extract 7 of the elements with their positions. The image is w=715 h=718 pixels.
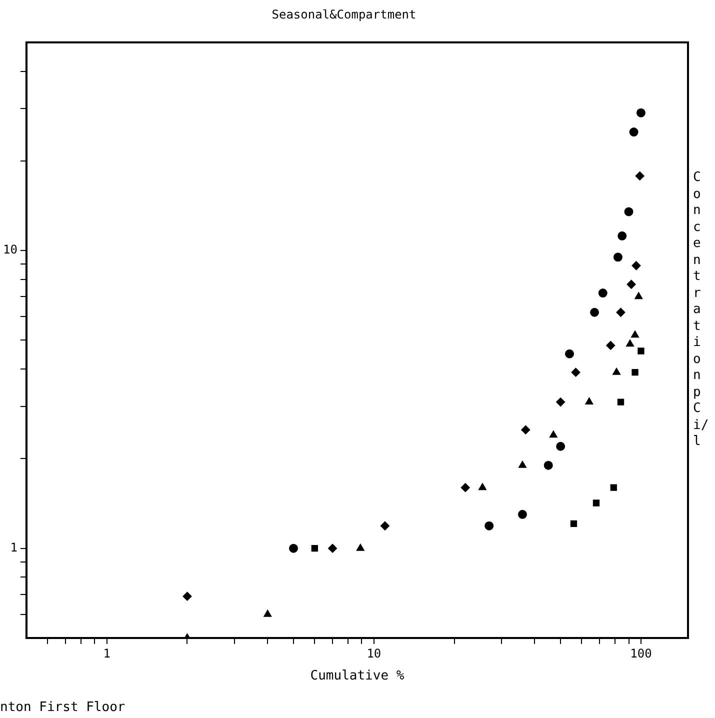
x-axis-title: Cumulative %: [310, 668, 404, 684]
text: Concentration pCi/l: [693, 170, 709, 449]
chart-title: Seasonal&Compartment: [272, 7, 416, 22]
x-tick-label: 1: [103, 646, 110, 660]
text: nton First Floor: [0, 700, 126, 715]
x-tick-label: 100: [630, 646, 652, 660]
x-tick-label: 10: [366, 646, 382, 660]
